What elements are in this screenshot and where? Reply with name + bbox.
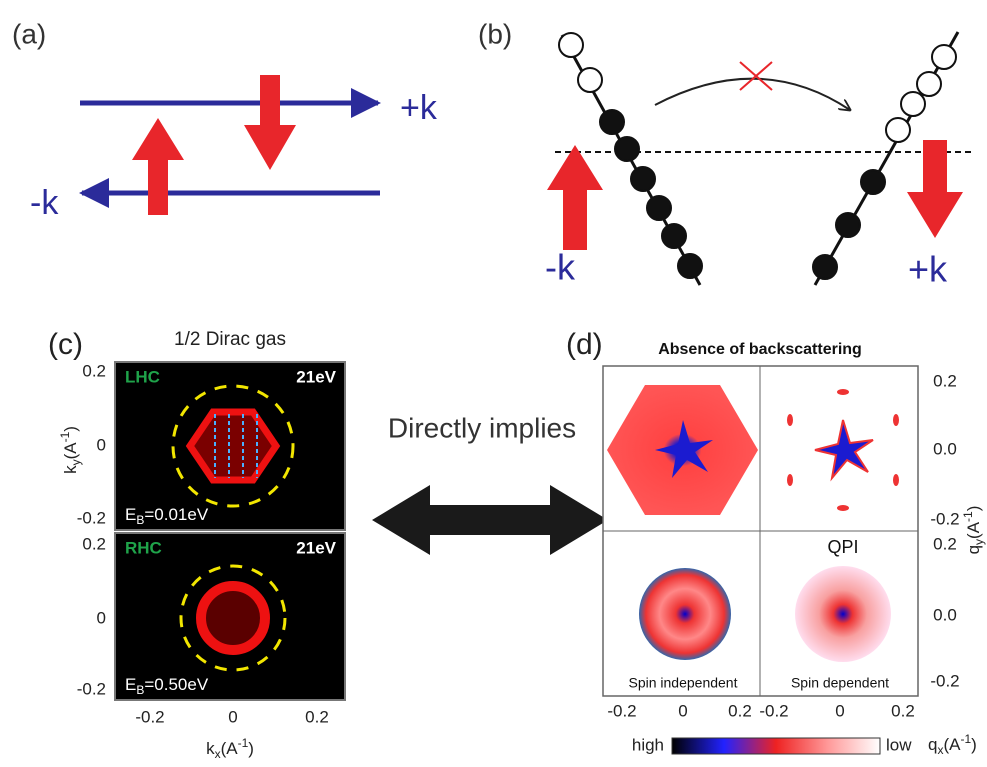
text-part: -1 [238, 736, 249, 750]
text-part: E [125, 675, 136, 694]
panel-label: (b) [478, 18, 512, 49]
spin-arrow [244, 75, 296, 170]
y-tick-label: 0.2 [82, 534, 106, 553]
spin-arrow [907, 140, 963, 238]
qpi-map [639, 568, 731, 660]
forbidden-mark [740, 62, 772, 90]
x-tick-label: 0 [678, 701, 687, 720]
text-part: B [136, 513, 144, 527]
x-tick-label: 0 [835, 701, 844, 720]
text-part: -1 [961, 511, 975, 522]
map-caption: Spin independent [629, 675, 738, 691]
k-label: -k [30, 184, 59, 222]
k-label: +k [400, 89, 438, 127]
y-tick-label: -0.2 [930, 509, 959, 528]
panel-label: (a) [12, 18, 46, 49]
fermi-surface [190, 412, 276, 480]
states [559, 33, 956, 279]
fermi-surface [201, 586, 265, 650]
colorbar [672, 738, 880, 754]
panel-title: 1/2 Dirac gas [174, 329, 286, 350]
text-part: ) [61, 426, 80, 432]
x-tick-label: -0.2 [759, 701, 788, 720]
scatter-arrow [655, 79, 850, 110]
text-part: E [125, 505, 136, 524]
text-part: q [964, 545, 983, 554]
y-tick-label: 0.2 [82, 361, 106, 380]
panel-label: (d) [566, 328, 603, 361]
colorbar-label: low [886, 735, 912, 754]
y-axis-label: qy(A-1) [961, 506, 986, 555]
text-part: -1 [960, 732, 971, 746]
y-tick-label: 0 [97, 435, 106, 454]
arrow-text: Directly implies [388, 412, 576, 443]
polarization: RHC [125, 538, 162, 557]
x-tick-label: -0.2 [135, 707, 164, 726]
spin-arrow [132, 118, 184, 215]
x-tick-label: 0.2 [891, 701, 915, 720]
text-part: ) [964, 506, 983, 512]
k-label: -k [545, 247, 576, 288]
y-axis-label: ky(A-1) [58, 426, 83, 474]
text-part: q [928, 735, 937, 754]
qpi-map [795, 566, 891, 662]
y-tick-label: -0.2 [77, 508, 106, 527]
x-tick-label: 0.2 [305, 707, 329, 726]
y-tick-label: 0.2 [933, 534, 957, 553]
text-part: (A [61, 442, 80, 460]
x-tick-label: -0.2 [607, 701, 636, 720]
x-axis-label: qx(A-1) [928, 732, 977, 757]
y-tick-label: 0 [97, 608, 106, 627]
double-arrow [372, 485, 608, 555]
y-tick-label: 0.2 [933, 371, 957, 390]
text-part: ) [971, 735, 977, 754]
x-axis-label: kx(A-1) [206, 736, 254, 761]
y-tick-label: 0.0 [933, 439, 957, 458]
text-part: (A [221, 739, 239, 758]
photon-energy: 21eV [296, 538, 336, 557]
panel-title: Absence of backscattering [658, 341, 862, 358]
y-tick-label: -0.2 [930, 671, 959, 690]
k-label: +k [908, 249, 948, 290]
y-tick-label: -0.2 [77, 679, 106, 698]
text-part: -1 [58, 431, 72, 442]
colorbar-label: high [632, 735, 664, 754]
qpi-label: QPI [827, 537, 858, 557]
text-part: (A [943, 735, 961, 754]
polarization: LHC [125, 367, 160, 386]
text-part: (A [964, 521, 983, 539]
text-part: ) [248, 739, 254, 758]
spin-arrow [547, 145, 603, 250]
map-caption: Spin dependent [791, 675, 889, 691]
text-part: B [136, 683, 144, 697]
x-tick-label: 0.2 [728, 701, 752, 720]
figure: (a) +k -k (b) -k +k (c) 1/2 Dirac gas LH… [0, 0, 987, 767]
text-part: =0.01eV [144, 505, 208, 524]
text-part: =0.50eV [144, 675, 208, 694]
panel-label: (c) [48, 328, 83, 361]
y-tick-label: 0.0 [933, 605, 957, 624]
photon-energy: 21eV [296, 367, 336, 386]
x-tick-label: 0 [228, 707, 237, 726]
